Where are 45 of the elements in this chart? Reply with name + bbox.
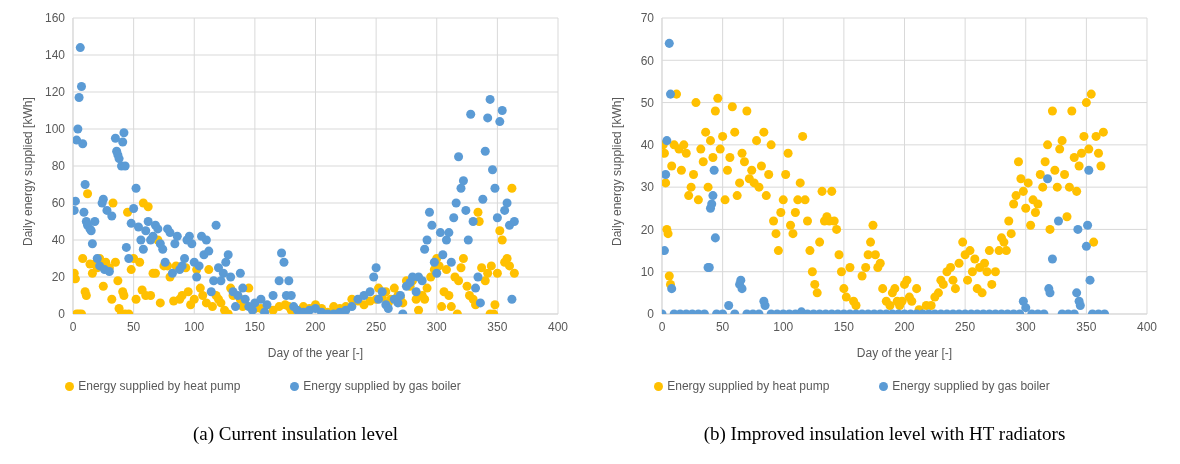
x-tick-label: 300: [426, 319, 448, 334]
legend-label: Energy supplied by gas boiler: [303, 379, 461, 393]
x-tick-label: 200: [894, 319, 915, 334]
x-tick-label: 250: [366, 319, 387, 334]
y-tick-label: 40: [640, 138, 655, 153]
y-tick-label: 10: [640, 264, 655, 279]
x-tick-label: 0: [69, 319, 77, 334]
legend-label: Energy supplied by heat pump: [78, 379, 241, 393]
y-tick-label: 60: [51, 196, 66, 211]
x-tick-label: 400: [547, 319, 569, 334]
x-tick-label: 150: [244, 319, 266, 334]
y-tick-label: 60: [640, 53, 655, 68]
x-axis-title: Day of the year [-]: [267, 346, 364, 360]
x-tick-label: 50: [126, 319, 141, 334]
y-tick-label: 20: [640, 222, 655, 237]
y-axis-title: Daily energy supplied [kWh]: [610, 97, 625, 246]
y-tick-label: 0: [647, 307, 655, 322]
y-tick-label: 20: [51, 270, 66, 285]
x-tick-label: 0: [658, 319, 666, 334]
y-tick-label: 40: [51, 233, 66, 248]
x-tick-label: 250: [955, 319, 976, 334]
x-tick-label: 50: [715, 319, 730, 334]
legend-label: Energy supplied by gas boiler: [892, 379, 1050, 393]
x-tick-label: 300: [1015, 319, 1037, 334]
x-axis-title: Day of the year [-]: [856, 346, 953, 360]
x-tick-label: 150: [833, 319, 855, 334]
x-tick-label: 100: [184, 319, 205, 334]
legend-label: Energy supplied by heat pump: [667, 379, 830, 393]
x-tick-label: 350: [1076, 319, 1097, 334]
y-tick-label: 160: [44, 11, 66, 26]
text: (b) Improved insulation level with HT radiators: [702, 423, 1067, 445]
y-tick-label: 0: [58, 307, 66, 322]
x-tick-label: 200: [305, 319, 326, 334]
x-tick-label: 100: [773, 319, 794, 334]
y-tick-label: 70: [640, 11, 655, 26]
y-tick-label: 80: [51, 159, 66, 174]
y-tick-label: 50: [640, 95, 655, 110]
text: (a) Current insulation level: [191, 423, 400, 445]
y-tick-label: 100: [44, 122, 66, 137]
y-axis-title: Daily energy supplied [kWh]: [21, 97, 36, 246]
y-tick-label: 30: [640, 180, 655, 195]
y-tick-label: 140: [44, 48, 66, 63]
x-tick-label: 400: [1136, 319, 1158, 334]
y-tick-label: 120: [44, 85, 66, 100]
x-tick-label: 350: [487, 319, 508, 334]
